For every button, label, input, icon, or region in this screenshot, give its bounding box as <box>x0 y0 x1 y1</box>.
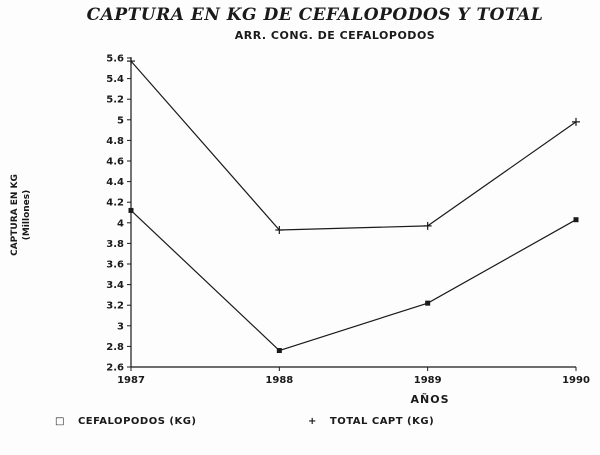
plus-marker-icon: + <box>308 416 317 427</box>
svg-text:4.8: 4.8 <box>106 136 124 147</box>
svg-text:3.8: 3.8 <box>106 239 124 250</box>
legend-label-cefalopodos: CEFALOPODOS (KG) <box>77 416 197 427</box>
svg-text:3.4: 3.4 <box>106 280 124 291</box>
svg-text:1989: 1989 <box>414 375 442 386</box>
svg-text:4.6: 4.6 <box>106 157 124 168</box>
svg-text:3.6: 3.6 <box>106 260 124 271</box>
svg-text:5.2: 5.2 <box>106 95 124 106</box>
y-axis-label-line2: (Millones) <box>22 189 32 241</box>
svg-text:4: 4 <box>117 218 124 229</box>
svg-text:1990: 1990 <box>562 375 590 386</box>
svg-text:5.6: 5.6 <box>106 54 124 65</box>
svg-text:1988: 1988 <box>265 375 293 386</box>
svg-text:3.2: 3.2 <box>106 301 124 312</box>
line-chart: 2.6 2.8 3 3.2 3.4 3.6 3.8 4 4.2 4.4 4.6 4.8 5 5.2 5.4 5… <box>106 54 590 387</box>
svg-text:2.8: 2.8 <box>106 342 124 353</box>
legend-label-total-capt: TOTAL CAPT (KG) <box>329 416 435 427</box>
square-marker-icon: □ <box>55 416 65 427</box>
chart-subtitle: ARR. CONG. DE CEFALOPODOS <box>234 29 436 42</box>
x-axis-label: AÑOS <box>410 393 450 406</box>
y-axis-label: CAPTURA EN KG (Millones) <box>9 174 33 256</box>
legend-item-total-capt: + TOTAL CAPT (KG) <box>308 416 434 427</box>
svg-text:2.6: 2.6 <box>106 363 124 374</box>
svg-text:3: 3 <box>117 321 124 332</box>
svg-text:1987: 1987 <box>117 375 145 386</box>
svg-text:4.4: 4.4 <box>106 177 124 188</box>
svg-text:5.4: 5.4 <box>106 74 124 85</box>
svg-text:5: 5 <box>117 115 124 126</box>
svg-text:4.2: 4.2 <box>106 198 124 209</box>
chart-title: CAPTURA EN KG DE CEFALOPODOS Y TOTAL <box>86 5 544 25</box>
legend-item-cefalopodos: □ CEFALOPODOS (KG) <box>55 416 196 427</box>
y-axis-label-line1: CAPTURA EN KG <box>9 174 20 256</box>
